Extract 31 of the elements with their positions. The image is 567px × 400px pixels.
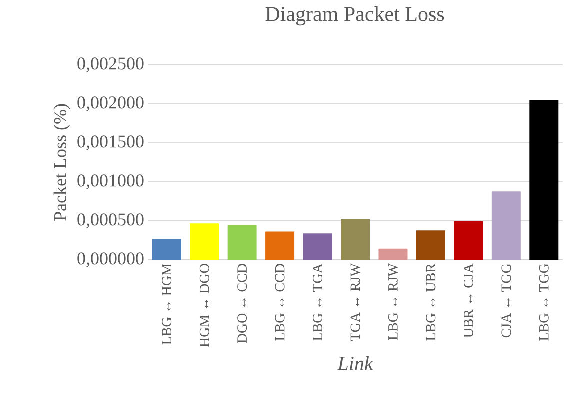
bar (416, 230, 446, 260)
x-tick-label: LBG ↔ HGM (162, 264, 172, 345)
bar (228, 225, 257, 260)
x-tick-label: LBG ↔ UBR (426, 264, 436, 341)
x-tick-label: CJA ↔ TGG (502, 264, 512, 338)
y-tick-label: 0,002500 (78, 58, 144, 72)
chart-title: Diagram Packet Loss (266, 6, 444, 26)
y-tick-label: 0,001500 (78, 136, 144, 150)
bar (266, 232, 295, 260)
bar (341, 220, 370, 260)
y-tick-label: 0,001000 (78, 174, 144, 190)
x-tick-label: LBG ↔ CCD (275, 264, 285, 341)
y-tick-label: 0,000000 (78, 252, 144, 268)
bar (492, 192, 521, 260)
x-tick-label: LBG ↔ TGG (539, 264, 549, 341)
bar (152, 238, 182, 260)
bar (530, 100, 559, 260)
bar (303, 234, 332, 260)
x-tick-label: DGO ↔ CCD (238, 264, 248, 344)
x-axis-title: Link (337, 356, 374, 370)
bar (454, 221, 484, 260)
y-axis-title: Packet Loss (%) (54, 104, 70, 221)
x-tick-label: LBG ↔ RJW (388, 264, 398, 340)
bar (378, 248, 408, 260)
bar (190, 224, 220, 260)
y-tick-label: 0,002000 (78, 96, 144, 112)
y-tick-label: 0,000500 (78, 214, 144, 228)
x-tick-label: HGM ↔ DGO (200, 264, 210, 348)
x-tick-label: UBR ↔ CJA (464, 264, 474, 338)
x-tick-label: LBG ↔ TGA (313, 264, 322, 341)
x-tick-label: TGA ↔ RJW (350, 264, 360, 342)
